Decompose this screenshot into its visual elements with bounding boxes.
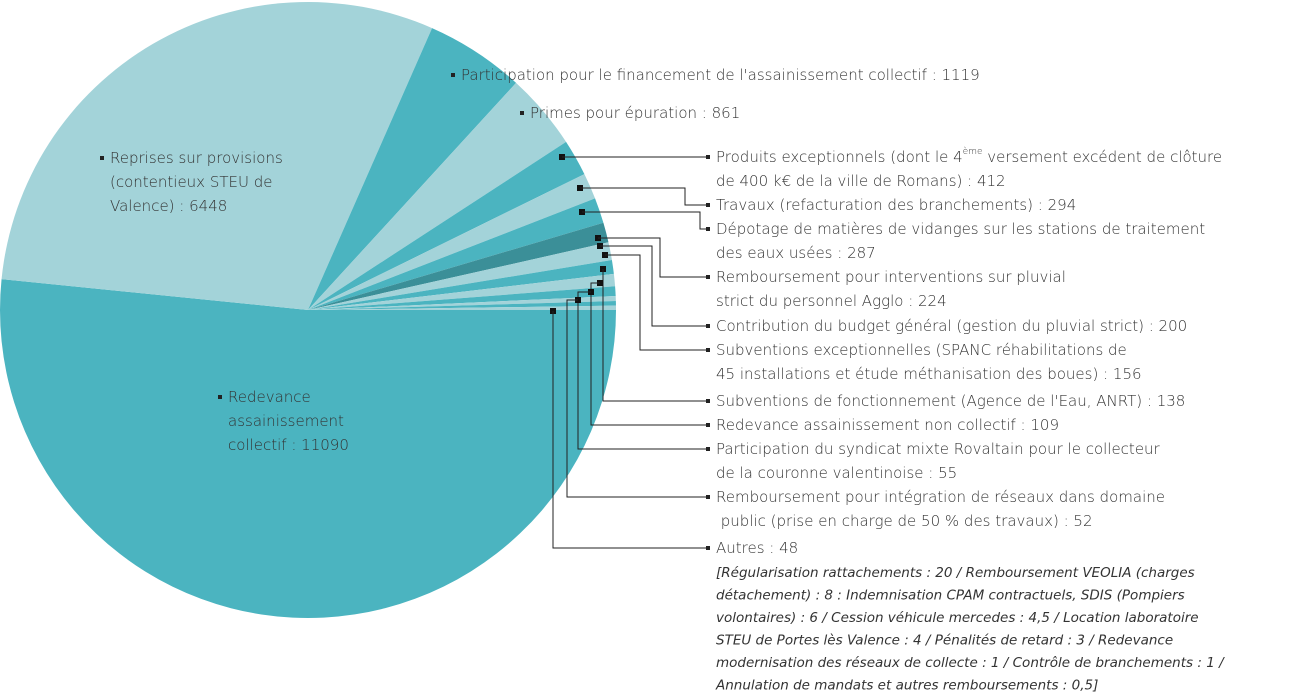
pie-slice [308,242,612,310]
label-line: (contentieux STEU de [110,173,273,191]
slice-label: Subventions de fonctionnement (Agence de… [716,392,1185,410]
pie-slice [308,305,616,310]
note-line: modernisation des réseaux de collecte : … [716,655,1225,671]
label-line: ème [963,146,983,157]
pie-slice [308,259,614,310]
label-line: Autres : 48 [716,539,798,557]
label-line: Remboursement pour intégration de réseau… [716,488,1165,506]
leader-line [566,299,708,498]
label-line: Valence) : 6448 [110,197,227,215]
label-line: de 400 k€ de la ville de Romans) : 412 [716,172,1006,190]
pie-slice [308,286,616,310]
slice-label: Autres : 48 [716,539,798,557]
note-line: Annulation de mandats et autres rembours… [715,678,1098,694]
label-line: de la couronne valentinoise : 55 [716,464,957,482]
slice-label: Redevance assainissement non collectif :… [716,416,1059,434]
label-line: Remboursement pour interventions sur plu… [716,268,1066,286]
note-line: détachement) : 8 : Indemnisation CPAM co… [716,588,1185,604]
label-line: Contribution du budget général (gestion … [716,317,1187,335]
slice-label: Travaux (refacturation des branchements)… [716,196,1076,214]
pie-slice [308,296,616,310]
pie-slice [1,2,433,311]
slice-label: Redevance assainissement collectif : 11090 [228,388,349,454]
slice-label: Contribution du budget général (gestion … [716,317,1187,335]
leader-line [600,245,708,327]
label-line: Travaux (refacturation des branchements)… [716,196,1076,214]
slice-label: Dépotage de matières de vidanges sur les… [716,220,1205,262]
leader-line [577,291,708,450]
slice-label: Remboursement pour interventions sur plu… [716,268,1066,310]
pie-slice [0,279,616,618]
slice-label: Subventions exceptionnelles (SPANC réhab… [716,341,1142,383]
pie-slice [308,141,585,310]
label-line: 45 installations et étude méthanisation … [716,365,1142,383]
label-line: collectif : 11090 [228,436,349,454]
slice-label: Reprises sur provisions (contentieux STEU… [110,149,283,215]
leader-line [580,187,708,206]
label-bullet [520,111,524,115]
label-bullet [451,73,455,77]
slice-label: Produits exceptionnels (dont le 4ème ver… [716,146,1222,190]
slice-label: Participation du syndicat mixte Rovaltai… [716,440,1161,482]
label-line: des eaux usées : 287 [716,244,876,262]
label-bullet [218,395,222,399]
pie-slice [308,273,616,310]
leader-line [552,311,708,549]
pie-slice [308,28,517,310]
label-bullet [100,156,104,160]
label-line: Participation pour le financement de l'a… [461,66,980,84]
leader-line [602,269,708,402]
leader-line [590,282,708,426]
label-line: Produits exceptionnels (dont le 4 [716,148,963,166]
label-line: Dépotage de matières de vidanges sur les… [716,220,1205,238]
label-line: Primes pour épuration : 861 [530,104,740,122]
pie-slice [308,198,604,310]
leader-line [605,254,708,351]
label-line: Subventions de fonctionnement (Agence de… [716,392,1185,410]
note-line: STEU de Portes lès Valence : 4 / Pénalit… [716,633,1173,649]
leader-line [598,237,708,278]
slice-label: Primes pour épuration : 861 [530,104,740,122]
note-line: [Régularisation rattachements : 20 / Rem… [716,565,1195,581]
pie-slice [308,174,596,310]
label-line: strict du personnel Agglo : 224 [716,292,947,310]
slice-label: Participation pour le financement de l'a… [461,66,980,84]
label-line: Reprises sur provisions [110,149,283,167]
leader-line [582,211,708,230]
label-line: assainissement [228,412,344,430]
label-line: versement excédent de clôture [983,148,1223,166]
label-line: Subventions exceptionnelles (SPANC réhab… [716,341,1127,359]
pie-slice [308,222,609,310]
note-line: volontaires) : 6 / Cession véhicule merc… [716,610,1199,626]
label-line: Participation du syndicat mixte Rovaltai… [716,440,1161,458]
slice-label: Remboursement pour intégration de réseau… [716,488,1165,530]
label-line: public (prise en charge de 50 % des trav… [716,512,1093,530]
label-line: Redevance [228,388,311,406]
pie-slice [308,300,616,310]
label-line: Redevance assainissement non collectif :… [716,416,1059,434]
pie-slice [308,82,567,310]
